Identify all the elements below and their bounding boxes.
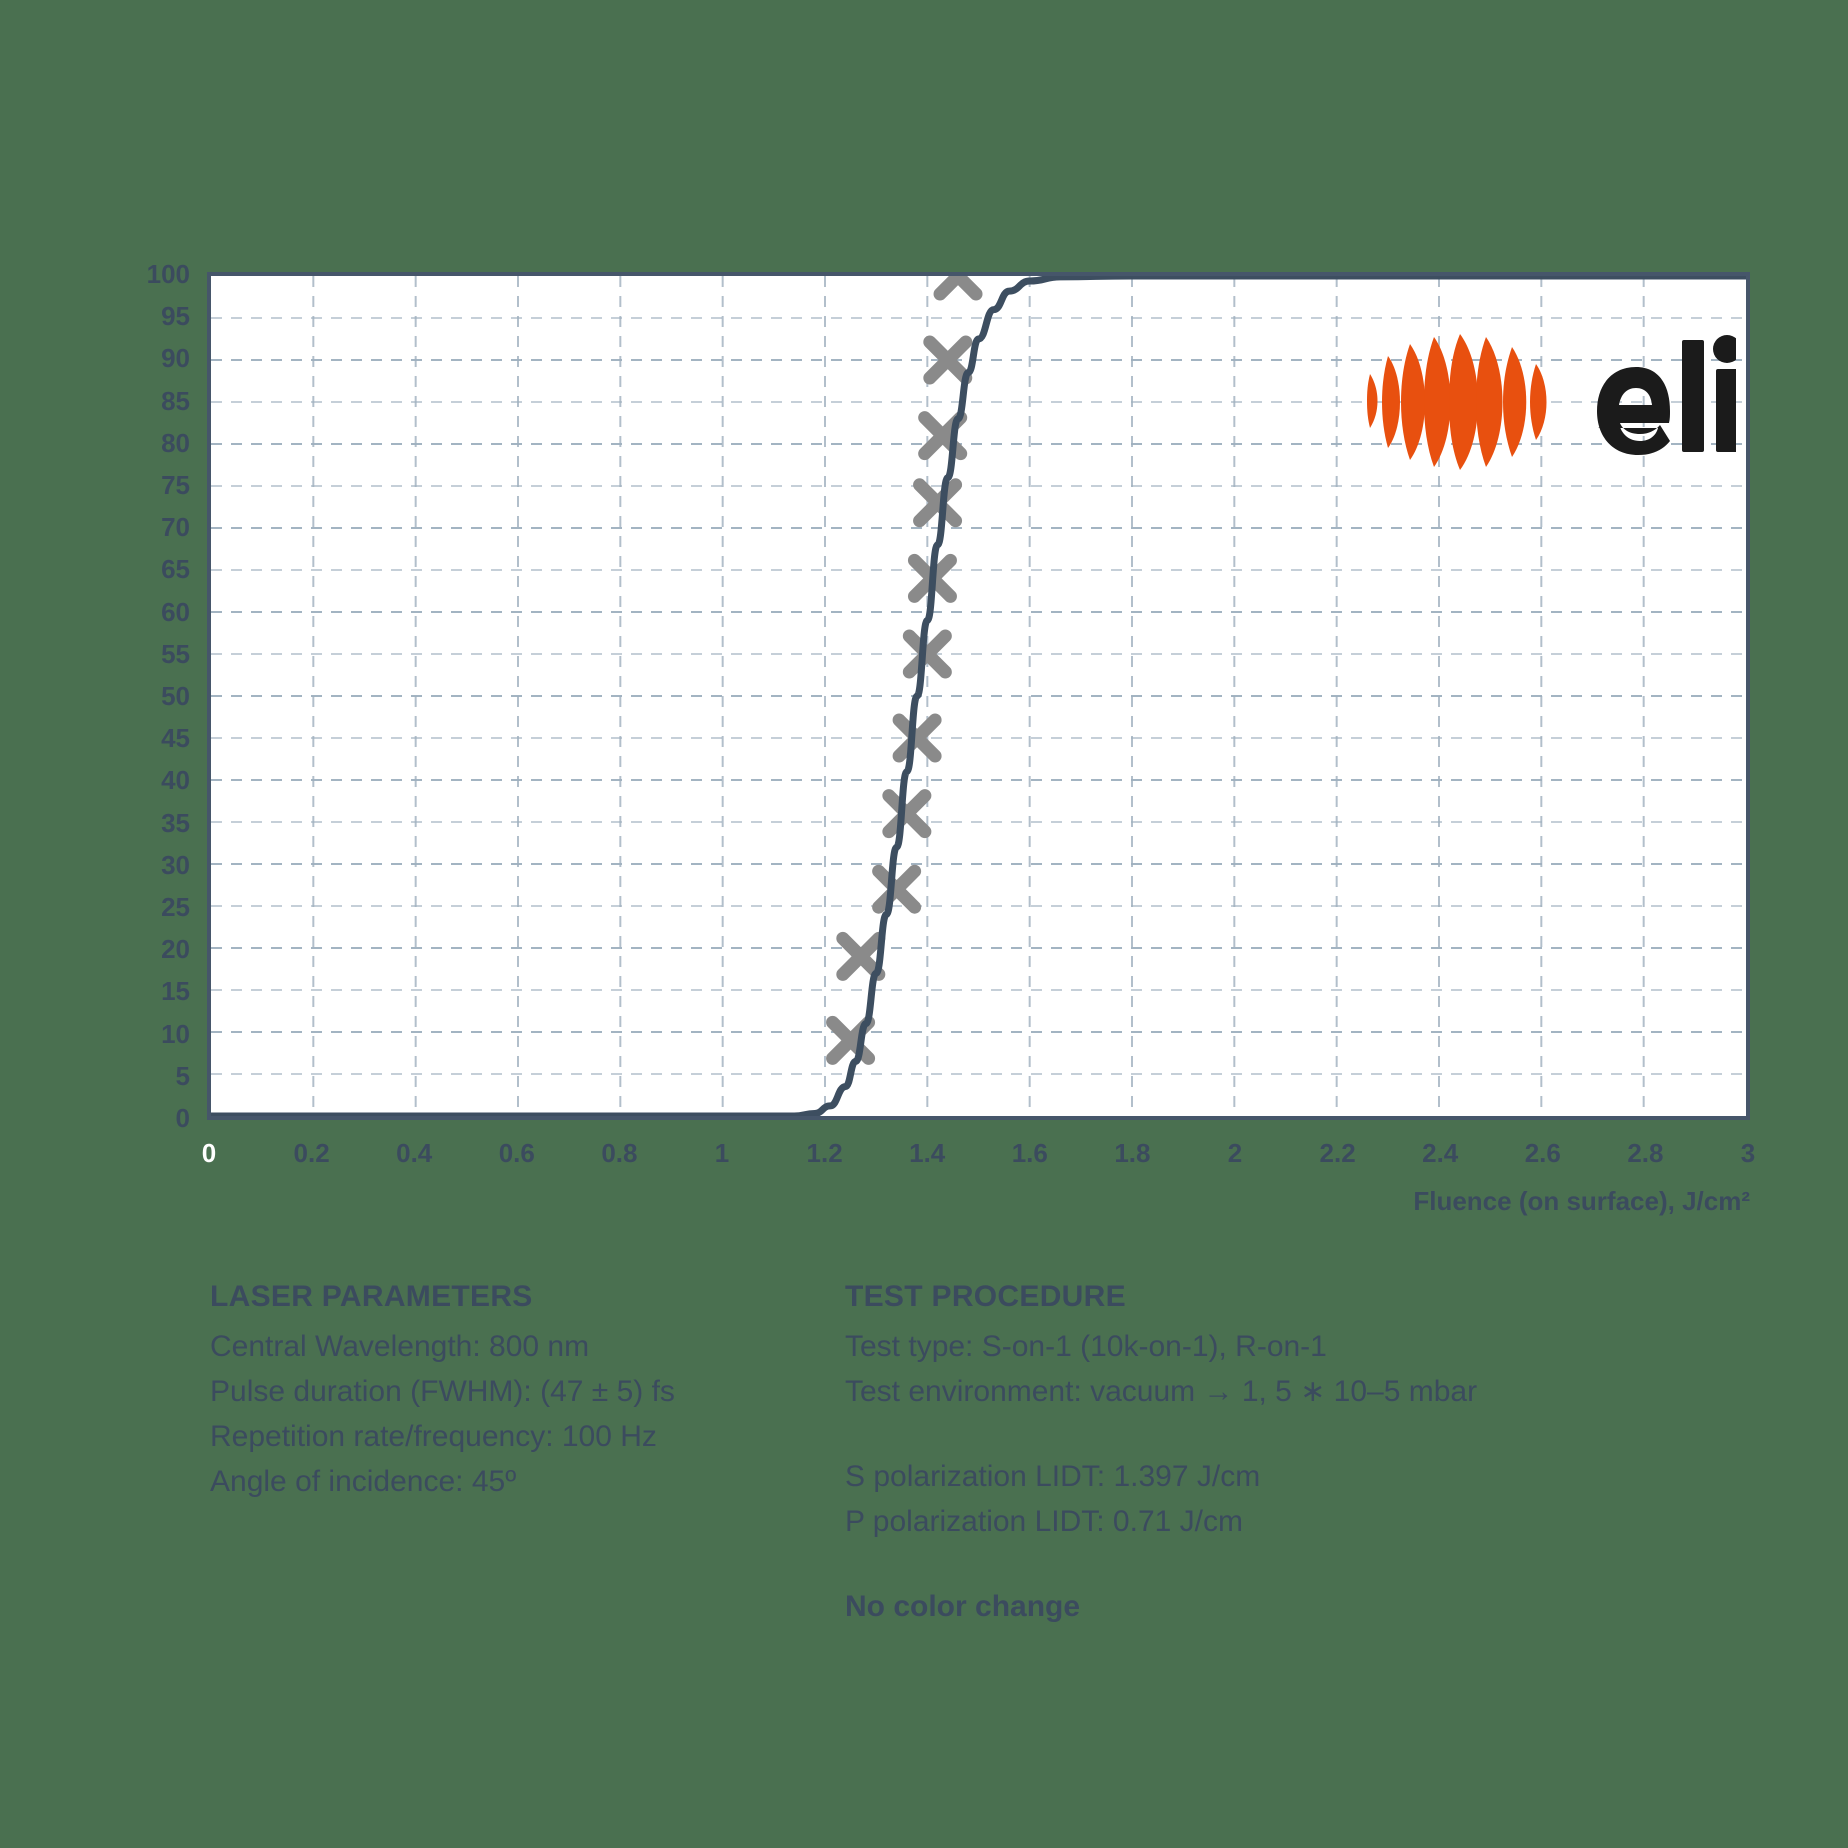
y-tick-label: 55: [161, 638, 190, 669]
s-polarization-lidt: S polarization LIDT: 1.397 J/cm: [845, 1459, 1261, 1493]
x-tick-label: 0.8: [601, 1138, 638, 1168]
test-procedure-line: Test environment: vacuum → 1, 5 ∗ 10–5 m…: [845, 1374, 1478, 1408]
y-tick-label: 25: [161, 892, 190, 922]
y-tick-label: 95: [161, 301, 190, 332]
x-tick-label: 0.4: [396, 1138, 433, 1168]
y-tick-label: 60: [161, 596, 190, 627]
plot-area: [207, 272, 1750, 1120]
data-series: [211, 276, 1746, 1116]
x-tick-label: 0.2: [293, 1138, 330, 1168]
x-tick-label: 3: [1740, 1138, 1756, 1168]
spacer: [845, 1414, 1705, 1454]
x-tick-label: 1: [714, 1138, 730, 1168]
y-tick-label: 10: [161, 1018, 190, 1049]
eli-wave-arcs-icon: [1367, 334, 1547, 470]
test-procedure-block: TEST PROCEDURE Test type: S-on-1 (10k-on…: [845, 1278, 1705, 1629]
test-procedure-line: Test type: S-on-1 (10k-on-1), R-on-1: [845, 1329, 1327, 1363]
y-tick-label: 90: [161, 343, 190, 374]
color-change-note: No color change: [845, 1589, 1081, 1623]
spacer: [845, 1544, 1705, 1584]
y-tick-label: 100: [146, 259, 190, 289]
y-tick-label: 30: [161, 849, 190, 880]
x-tick-label: 1.6: [1011, 1138, 1048, 1168]
data-point-marker: [909, 636, 945, 672]
laser-parameter-line: Angle of incidence: 45º: [210, 1464, 517, 1498]
laser-parameters-block: LASER PARAMETERS Central Wavelength: 800…: [210, 1278, 810, 1504]
y-tick-label: 65: [161, 554, 190, 585]
x-tick-label: 2: [1227, 1138, 1243, 1168]
y-tick-label: 75: [161, 470, 190, 500]
laser-parameter-line: Central Wavelength: 800 nm: [210, 1329, 590, 1363]
x-tick-label: 2.2: [1319, 1138, 1356, 1168]
x-tick-label: 0.6: [498, 1138, 535, 1168]
y-tick-label: 85: [161, 385, 190, 416]
data-point-marker: [940, 276, 976, 294]
y-tick-label: 5: [175, 1060, 190, 1091]
laser-parameters-title: LASER PARAMETERS: [210, 1280, 533, 1313]
x-tick-label: 0: [201, 1138, 217, 1168]
y-tick-label: 45: [161, 723, 190, 754]
data-point-marker: [899, 720, 935, 756]
y-tick-label: 70: [161, 512, 190, 543]
x-tick-label: 1.8: [1114, 1138, 1151, 1168]
eli-logo: [1366, 312, 1736, 484]
x-tick-label: 2.4: [1422, 1138, 1459, 1168]
x-tick-label: 2.6: [1524, 1138, 1561, 1168]
data-point-marker: [889, 796, 925, 832]
test-procedure-title: TEST PROCEDURE: [845, 1280, 1126, 1313]
eli-wordmark: [1597, 335, 1736, 455]
y-tick-label: 15: [161, 976, 190, 1007]
laser-parameter-line: Pulse duration (FWHM): (47 ± 5) fs: [210, 1374, 675, 1408]
y-tick-label: 80: [161, 427, 190, 458]
p-polarization-lidt: P polarization LIDT: 0.71 J/cm: [845, 1504, 1243, 1538]
data-point-marker: [930, 342, 966, 378]
x-tick-label: 1.2: [806, 1138, 843, 1168]
laser-parameter-line: Repetition rate/frequency: 100 Hz: [210, 1419, 657, 1453]
data-point-marker: [843, 938, 879, 974]
x-axis-title: Fluence (on surface), J/cm²: [1413, 1186, 1750, 1216]
y-tick-label: 0: [175, 1103, 190, 1133]
y-tick-label: 20: [161, 934, 190, 965]
y-tick-label: 40: [161, 765, 190, 796]
y-tick-label: 50: [161, 681, 190, 711]
data-point-marker: [920, 485, 956, 521]
data-point-marker: [879, 871, 915, 907]
fit-curve: [211, 276, 1746, 1116]
x-tick-label: 1.4: [909, 1138, 946, 1168]
x-tick-label: 2.8: [1627, 1138, 1664, 1168]
y-tick-label: 35: [161, 807, 190, 838]
